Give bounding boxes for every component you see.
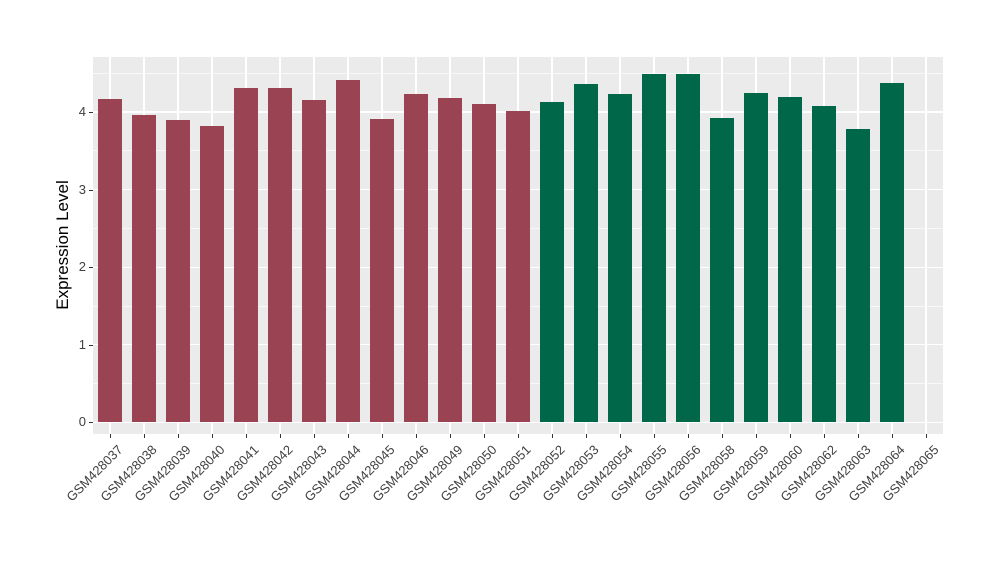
bar-GSM428044: [335, 80, 361, 423]
bar-GSM428045: [369, 119, 395, 423]
x-axis-tick: [246, 434, 247, 438]
bar-GSM428040: [199, 126, 225, 423]
x-axis-tick: [178, 434, 179, 438]
x-axis-tick: [654, 434, 655, 438]
major-gridline-vertical: [925, 57, 927, 434]
y-tick-label: 3: [78, 181, 86, 197]
y-tick-label: 4: [78, 104, 86, 120]
bar-GSM428053: [573, 84, 599, 423]
bar-GSM428050: [471, 103, 497, 423]
bar-GSM428065: [914, 113, 939, 423]
x-axis-tick: [756, 434, 757, 438]
y-axis-tick: [89, 422, 93, 424]
x-axis-tick: [314, 434, 315, 438]
x-axis-tick: [450, 434, 451, 438]
y-axis-tick: [89, 112, 93, 114]
x-axis-tick: [892, 434, 893, 438]
y-tick-label: 2: [78, 259, 86, 275]
x-axis-tick: [586, 434, 587, 438]
bar-GSM428054: [607, 94, 633, 423]
bar-GSM428056: [675, 74, 701, 423]
x-axis-tick: [688, 434, 689, 438]
bar-GSM428041: [233, 88, 259, 423]
bar-GSM428042: [267, 88, 293, 423]
y-tick-label: 1: [78, 336, 86, 352]
x-axis-tick: [382, 434, 383, 438]
bar-GSM428052: [539, 101, 565, 423]
x-axis-tick: [926, 434, 927, 438]
bar-GSM428049: [437, 98, 463, 423]
x-axis-tick: [858, 434, 859, 438]
y-tick-label: 0: [78, 414, 86, 430]
x-axis-tick: [722, 434, 723, 438]
bar-GSM428060: [777, 97, 803, 423]
bar-GSM428051: [505, 111, 531, 423]
bar-GSM428058: [709, 117, 735, 423]
bar-GSM428055: [641, 74, 667, 423]
x-axis-tick: [790, 434, 791, 438]
x-axis-tick: [416, 434, 417, 438]
x-axis-tick: [824, 434, 825, 438]
x-axis-tick: [110, 434, 111, 438]
x-axis-tick: [484, 434, 485, 438]
bar-GSM428038: [131, 115, 157, 423]
plot-panel: [93, 57, 943, 434]
x-axis-tick: [620, 434, 621, 438]
x-axis-tick: [518, 434, 519, 438]
bar-GSM428046: [403, 94, 429, 423]
bar-GSM428043: [301, 100, 327, 423]
y-axis-tick: [89, 267, 93, 269]
x-axis-tick: [552, 434, 553, 438]
bar-GSM428039: [165, 119, 191, 423]
y-axis-tick: [89, 344, 93, 346]
x-axis-tick: [280, 434, 281, 438]
y-axis-tick: [89, 189, 93, 191]
x-axis-tick: [212, 434, 213, 438]
bar-GSM428064: [879, 83, 905, 423]
bar-GSM428063: [845, 129, 871, 423]
bar-GSM428037: [97, 98, 123, 423]
bar-GSM428062: [811, 105, 837, 423]
x-axis-tick: [348, 434, 349, 438]
bar-GSM428059: [743, 93, 769, 423]
x-axis-tick: [144, 434, 145, 438]
